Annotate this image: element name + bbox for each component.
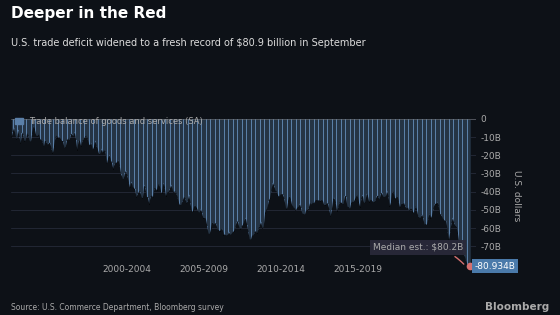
Y-axis label: U.S. dollars: U.S. dollars [512, 170, 521, 221]
Text: 2000-2004: 2000-2004 [102, 265, 151, 273]
Text: Median est.: $80.2B: Median est.: $80.2B [373, 243, 464, 264]
Text: Deeper in the Red: Deeper in the Red [11, 6, 166, 21]
Text: 2005-2009: 2005-2009 [179, 265, 228, 273]
Text: 2015-2019: 2015-2019 [333, 265, 382, 273]
Text: -80.934B: -80.934B [474, 262, 515, 271]
Text: Bloomberg: Bloomberg [484, 302, 549, 312]
Text: 2010-2014: 2010-2014 [256, 265, 305, 273]
Text: U.S. trade deficit widened to a fresh record of $80.9 billion in September: U.S. trade deficit widened to a fresh re… [11, 38, 366, 48]
Text: Source: U.S. Commerce Department, Bloomberg survey: Source: U.S. Commerce Department, Bloomb… [11, 303, 224, 312]
Legend: Trade balance of goods and services (SA): Trade balance of goods and services (SA) [11, 113, 207, 129]
